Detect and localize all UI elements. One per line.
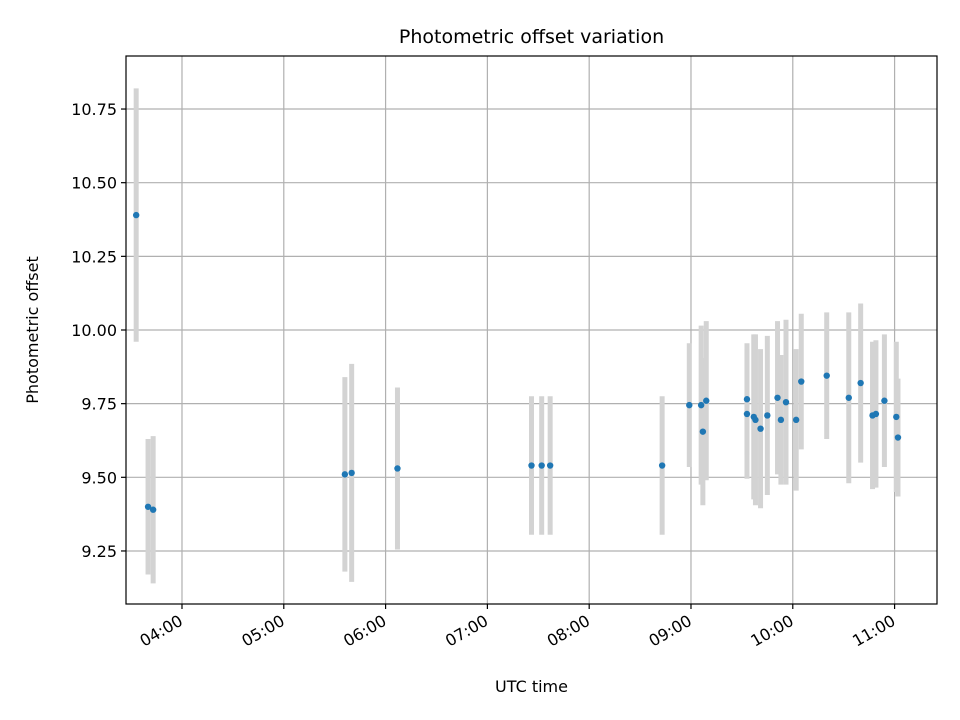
data-point <box>538 462 545 469</box>
data-point <box>894 434 902 441</box>
data-point <box>823 372 830 379</box>
data-point <box>341 471 349 478</box>
y-tick-label: 9.50 <box>81 468 117 487</box>
data-point <box>743 396 751 403</box>
data-point <box>132 211 140 219</box>
data-point <box>703 397 710 404</box>
data-point <box>792 416 800 424</box>
data-point <box>764 412 771 419</box>
y-tick-label: 9.25 <box>81 542 117 561</box>
data-point <box>149 506 157 513</box>
data-point <box>546 462 554 469</box>
data-point <box>777 416 785 424</box>
y-tick-label: 9.75 <box>81 395 117 414</box>
data-point <box>528 462 535 469</box>
y-axis-ticks: 9.25 9.50 9.75 10.00 10.25 10.50 10.75 <box>71 100 126 561</box>
data-point <box>893 413 900 421</box>
data-point <box>881 397 888 404</box>
data-point <box>774 394 781 401</box>
data-point <box>348 469 355 477</box>
data-point <box>752 416 759 424</box>
data-point <box>686 401 693 409</box>
data-point <box>697 401 705 409</box>
data-point <box>144 503 152 510</box>
data-point <box>757 425 764 432</box>
data-point <box>782 398 790 406</box>
data-points <box>132 211 902 513</box>
y-tick-label: 10.00 <box>71 321 117 340</box>
y-axis-label: Photometric offset <box>23 256 42 404</box>
y-tick-label: 10.25 <box>71 247 117 266</box>
data-point <box>699 428 707 435</box>
data-point <box>658 462 666 469</box>
data-point <box>845 394 852 401</box>
data-point <box>872 410 880 418</box>
y-tick-label: 10.75 <box>71 100 117 119</box>
y-tick-label: 10.50 <box>71 174 117 193</box>
data-point <box>394 465 401 472</box>
chart-title: Photometric offset variation <box>399 26 664 48</box>
data-point <box>798 378 805 385</box>
x-axis-label: UTC time <box>495 677 568 696</box>
data-point <box>857 379 864 387</box>
data-point <box>743 410 751 418</box>
